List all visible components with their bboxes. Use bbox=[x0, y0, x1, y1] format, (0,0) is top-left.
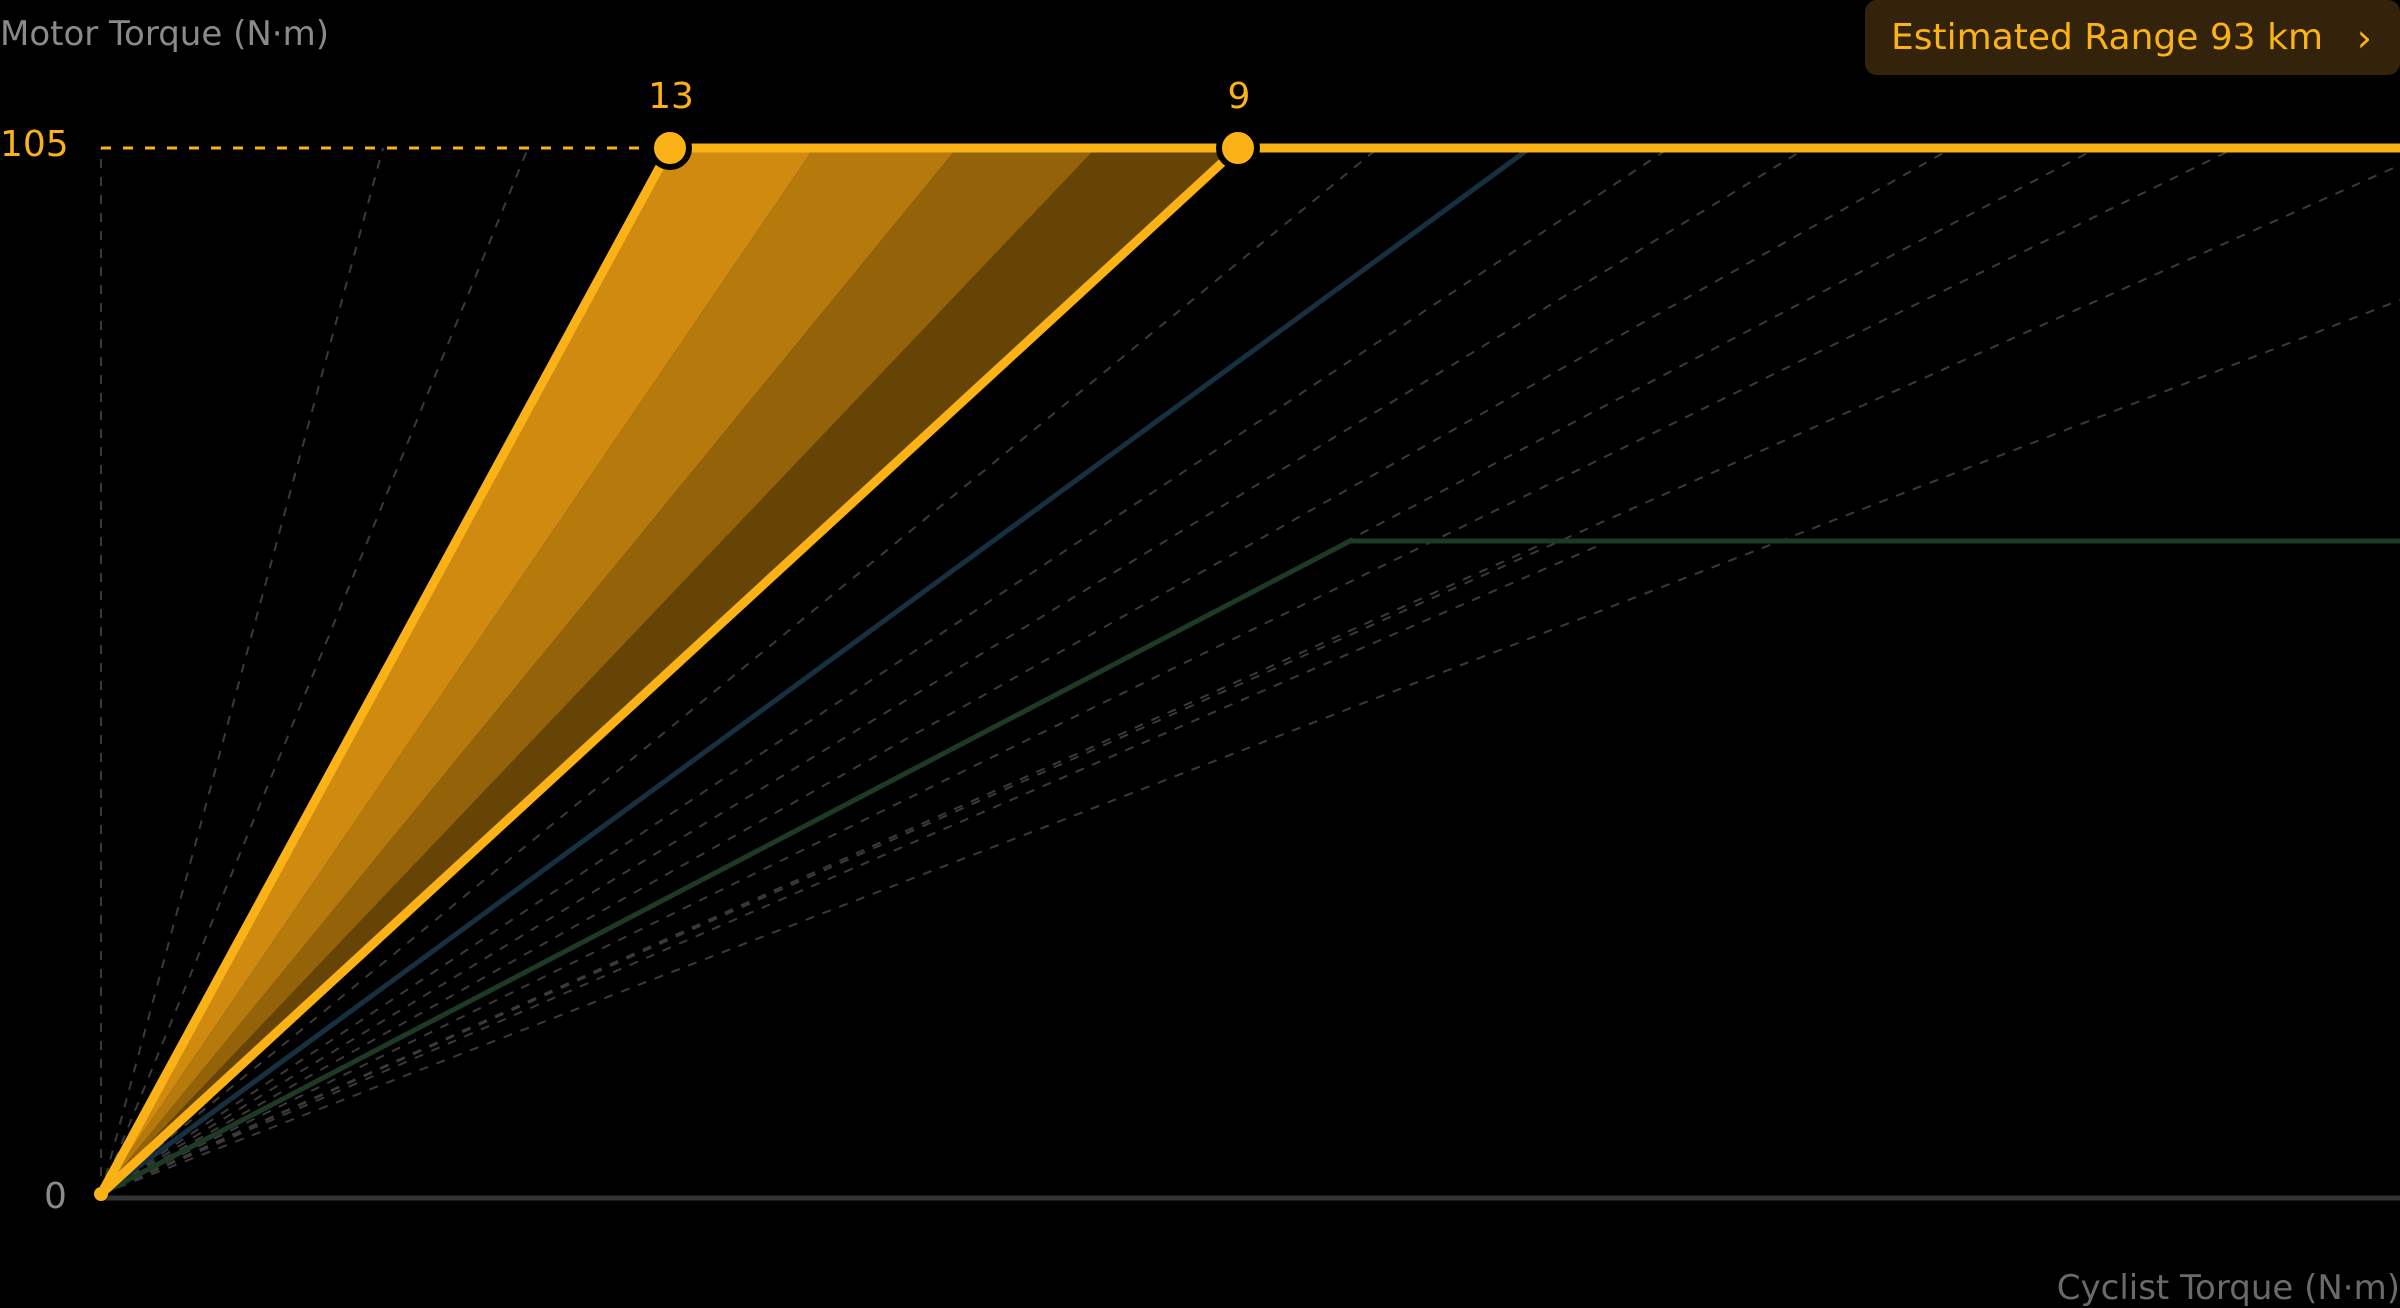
level-line-green bbox=[99, 538, 2400, 1197]
x-axis-label: Cyclist Torque (N·m) bbox=[2056, 1268, 2400, 1308]
level-line-13 bbox=[97, 143, 2400, 1197]
guide-line-2 bbox=[100, 147, 529, 1195]
guide-line-3 bbox=[100, 147, 1379, 1195]
guide-line-1 bbox=[100, 147, 384, 1195]
point-label-9: 9 bbox=[1227, 76, 1251, 117]
guide-line-low-0 bbox=[100, 164, 2400, 1195]
level-line-9 bbox=[97, 144, 1242, 1198]
origin-point bbox=[94, 1187, 108, 1201]
handle-13[interactable] bbox=[648, 126, 692, 170]
range-label: Estimated Range 93 km bbox=[1891, 17, 2324, 58]
guide-line-8 bbox=[100, 147, 2236, 1195]
guide-line-7 bbox=[100, 147, 2098, 1195]
y-axis-label: Motor Torque (N·m) bbox=[0, 14, 329, 54]
handle-9[interactable] bbox=[1216, 126, 1260, 170]
chevron-right-icon: › bbox=[2356, 15, 2372, 60]
guide-line-6 bbox=[100, 147, 1953, 1195]
y-tick-105: 105 bbox=[0, 124, 69, 165]
guide-line-4 bbox=[100, 147, 1670, 1195]
guide-line-low-2 bbox=[100, 544, 1541, 1195]
y-tick-0: 0 bbox=[44, 1176, 67, 1217]
guide-line-low-3 bbox=[100, 544, 1601, 1195]
guide-line-low-1 bbox=[100, 299, 2400, 1195]
point-label-13: 13 bbox=[648, 76, 694, 117]
estimated-range-button[interactable]: Estimated Range 93 km › bbox=[1865, 0, 2400, 75]
